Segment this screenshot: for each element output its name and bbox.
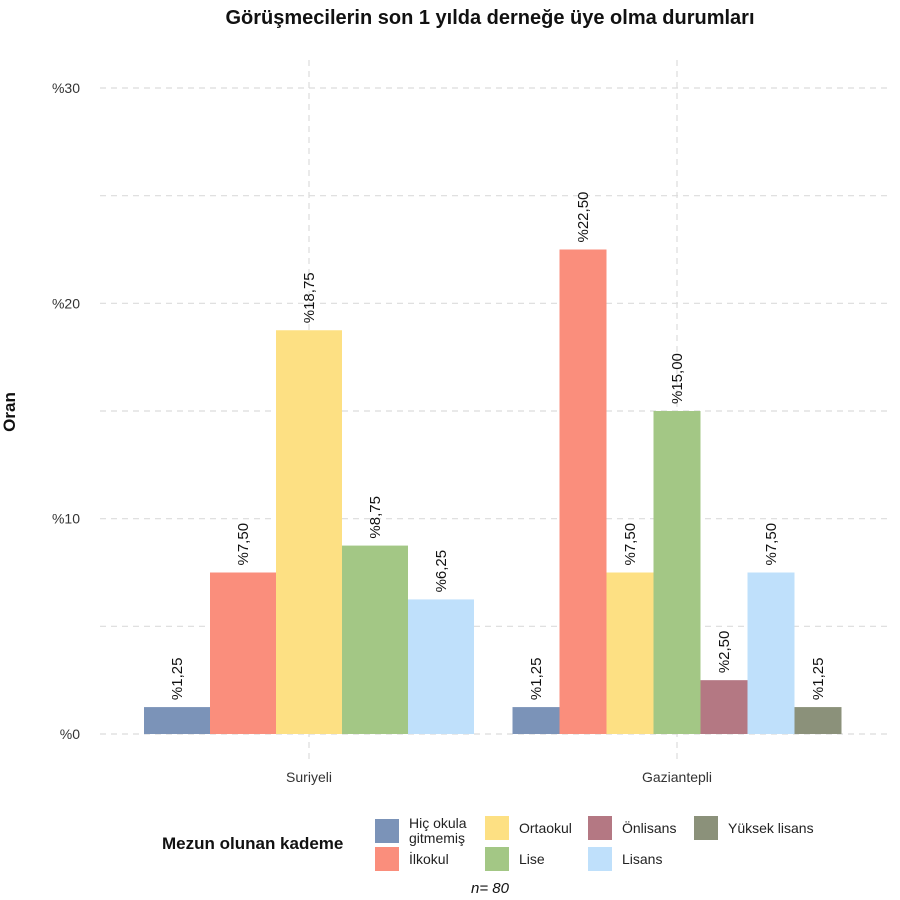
- bar: [342, 545, 408, 734]
- bar-value-label: %8,75: [367, 496, 384, 539]
- legend-label: Lise: [519, 850, 545, 867]
- bar: [747, 572, 795, 734]
- legend-item-lise: Lise: [485, 847, 545, 871]
- bar: [512, 707, 560, 734]
- legend-item-ilkokul: İlkokul: [375, 847, 449, 871]
- legend-swatch: [485, 816, 509, 840]
- legend-title: Mezun olunan kademe: [162, 834, 344, 853]
- legend-swatch: [375, 847, 399, 871]
- legend-swatch: [588, 816, 612, 840]
- legend-swatch: [588, 847, 612, 871]
- y-tick-label: %20: [52, 295, 80, 311]
- bar: [276, 330, 342, 734]
- legend-label: Lisans: [622, 850, 663, 867]
- bar: [606, 572, 654, 734]
- legend-item-lisans: Lisans: [588, 847, 662, 871]
- data-labels: %1,25 %7,50 %18,75 %8,75 %6,25 %1,25 %22,50 %7,…: [169, 192, 827, 700]
- bar-value-label: %1,25: [169, 658, 186, 701]
- bar-value-label: %7,50: [622, 523, 639, 566]
- bar: [144, 707, 210, 734]
- x-tick-label: Gaziantepli: [642, 769, 712, 785]
- legend-item-onlisans: Önlisans: [588, 816, 676, 840]
- legend-label: Hiç okula gitmemiş: [409, 815, 467, 846]
- bar: [653, 411, 701, 734]
- bars: [144, 249, 842, 734]
- bar-value-label: %7,50: [235, 523, 252, 566]
- y-tick-label: %0: [60, 726, 80, 742]
- legend-swatch: [694, 816, 718, 840]
- chart-title: Görüşmecilerin son 1 yılda derneğe üye o…: [225, 7, 754, 29]
- x-axis-ticks: Suriyeli Gaziantepli: [286, 769, 712, 785]
- bar: [700, 680, 748, 734]
- bar-value-label: %22,50: [575, 192, 592, 243]
- bar-value-label: %2,50: [716, 631, 733, 674]
- legend-item-yuksek-lisans: Yüksek lisans: [694, 816, 814, 840]
- legend-item-ortaokul: Ortaokul: [485, 816, 572, 840]
- legend: Mezun olunan kademe Hiç okula gitmemiş İ…: [160, 812, 860, 872]
- legend-label: Ortaokul: [519, 819, 572, 836]
- legend-swatch: [485, 847, 509, 871]
- bar: [794, 707, 842, 734]
- bar: [559, 249, 607, 734]
- bar-value-label: %7,50: [763, 523, 780, 566]
- legend-label: Önlisans: [622, 819, 677, 836]
- x-tick-label: Suriyeli: [286, 769, 332, 785]
- y-axis-label: Oran: [0, 392, 19, 432]
- bar-value-label: %6,25: [433, 550, 450, 593]
- legend-item-hic-okula-gitmemis: Hiç okula gitmemiş: [375, 816, 479, 846]
- legend-swatch: [375, 819, 399, 843]
- bar-value-label: %15,00: [669, 353, 686, 404]
- legend-label: Yüksek lisans: [728, 819, 814, 836]
- bar: [408, 599, 474, 734]
- y-axis-ticks: %0 %10 %20 %30: [52, 80, 80, 742]
- bar-value-label: %1,25: [810, 658, 827, 701]
- legend-label: İlkokul: [409, 850, 449, 867]
- y-tick-label: %10: [52, 511, 80, 527]
- bar-value-label: %1,25: [528, 658, 545, 701]
- sample-size-note: n= 80: [471, 880, 509, 897]
- bar-value-label: %18,75: [301, 272, 318, 323]
- y-tick-label: %30: [52, 80, 80, 96]
- bar: [210, 572, 276, 734]
